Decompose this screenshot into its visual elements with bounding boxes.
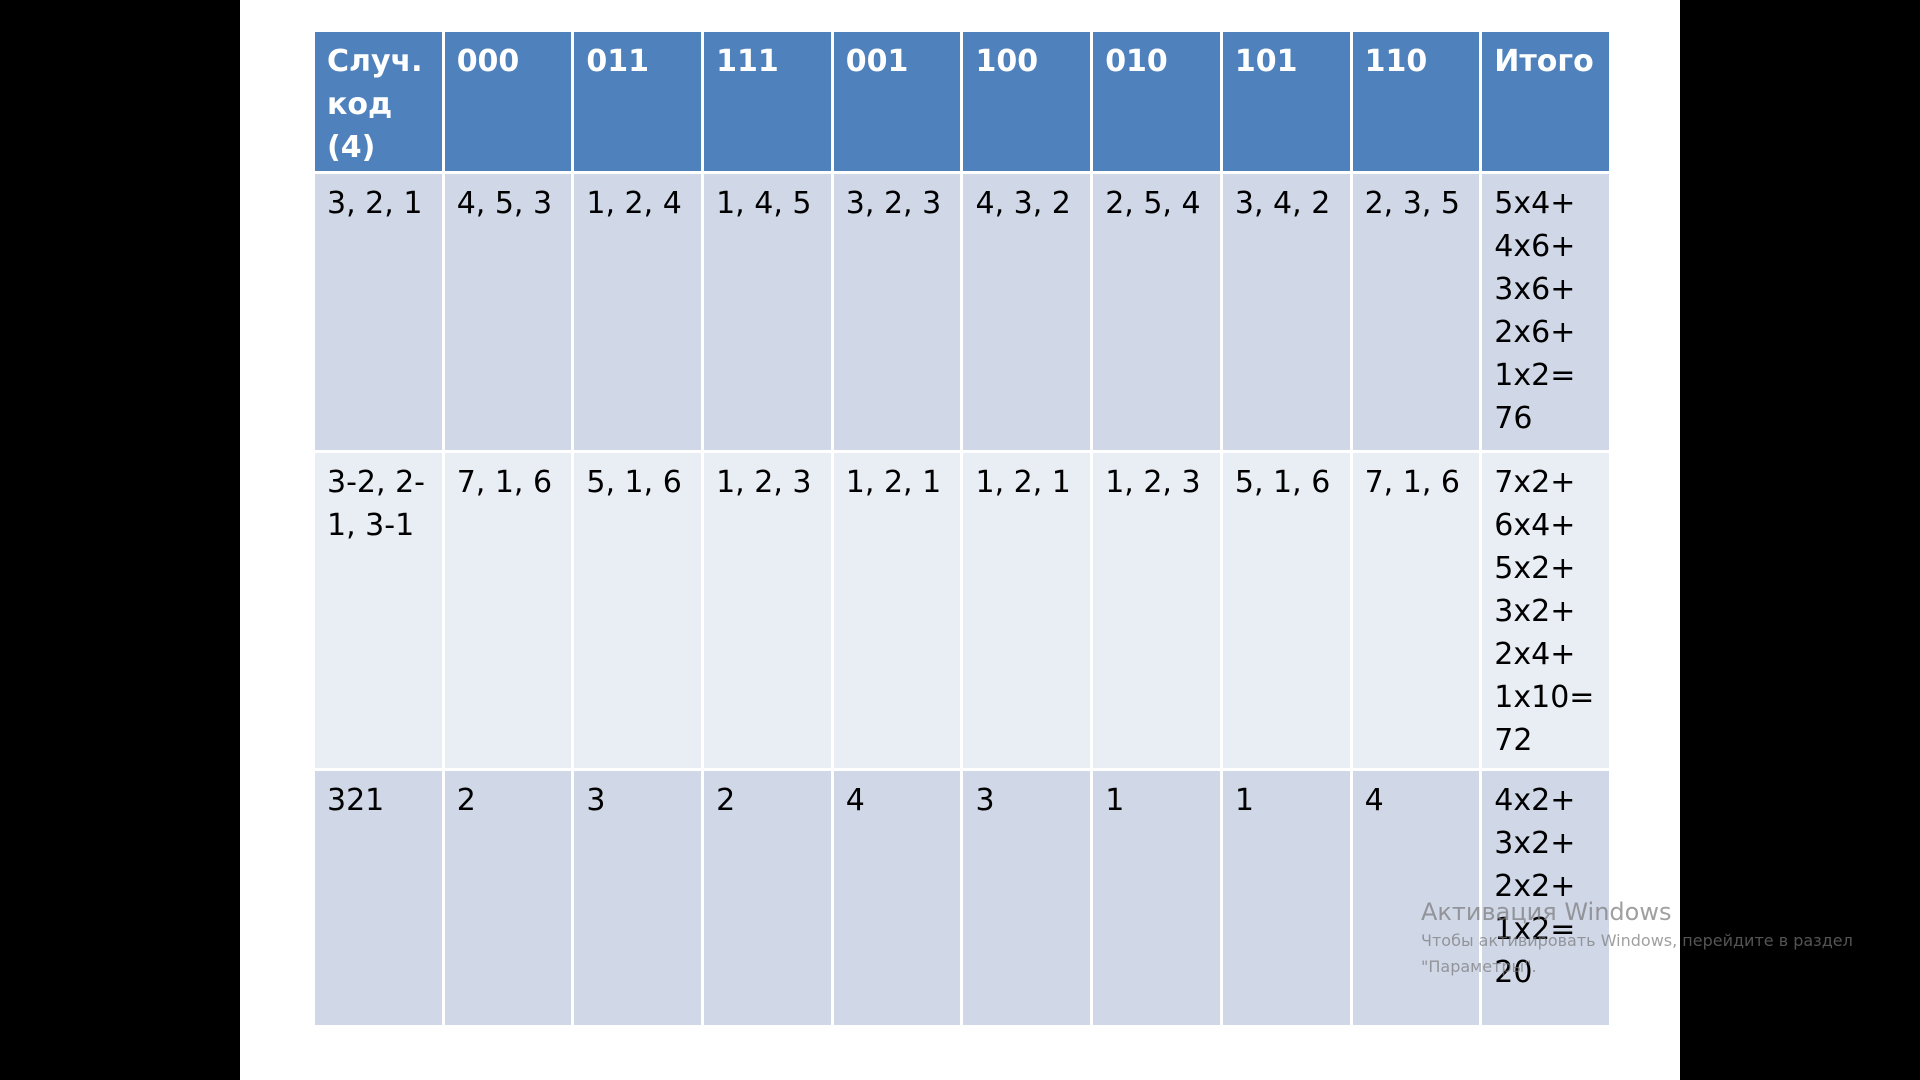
- header-cell: Случ. код (4): [315, 32, 442, 171]
- table-cell: 1, 2, 1: [963, 453, 1091, 768]
- table: Случ. код (4) 000 011 111 001 100 010 101 110 Ито…: [315, 32, 1609, 1025]
- table-cell: 1, 4, 5: [704, 174, 831, 450]
- table-cell: 7, 1, 6: [1352, 453, 1480, 768]
- table-cell: 2: [704, 771, 831, 1025]
- header-cell: 001: [833, 32, 961, 171]
- table-cell: 2: [444, 771, 572, 1025]
- header-cell: 010: [1093, 32, 1220, 171]
- table-cell: 3, 2, 1: [315, 174, 442, 450]
- table-cell: 321: [315, 771, 442, 1025]
- table-cell: 7x2+ 6x4+ 5x2+ 3x2+ 2x4+ 1x10= 72: [1482, 453, 1609, 768]
- header-cell: 111: [704, 32, 831, 171]
- table-cell: 3: [963, 771, 1091, 1025]
- header-cell: Итого: [1482, 32, 1609, 171]
- table-cell: 4: [1352, 771, 1480, 1025]
- table-cell: 1, 2, 3: [704, 453, 831, 768]
- table-cell: 4, 3, 2: [963, 174, 1091, 450]
- table-cell: 1: [1093, 771, 1220, 1025]
- header-cell: 000: [444, 32, 572, 171]
- header-cell: 101: [1222, 32, 1350, 171]
- table-cell: 3, 2, 3: [833, 174, 961, 450]
- table-cell: 1, 2, 1: [833, 453, 961, 768]
- table-cell: 1: [1222, 771, 1350, 1025]
- table-cell: 5x4+ 4x6+ 3x6+ 2x6+ 1x2= 76: [1482, 174, 1609, 450]
- table-cell: 5, 1, 6: [574, 453, 702, 768]
- table-cell: 1, 2, 3: [1093, 453, 1220, 768]
- table-cell: 4, 5, 3: [444, 174, 572, 450]
- table-cell: 5, 1, 6: [1222, 453, 1350, 768]
- table-cell: 4: [833, 771, 961, 1025]
- table-cell: 2, 5, 4: [1093, 174, 1220, 450]
- table-cell: 4x2+ 3x2+ 2x2+ 1x2= 20: [1482, 771, 1609, 1025]
- table-cell: 2, 3, 5: [1352, 174, 1480, 450]
- table-cell: 3-2, 2- 1, 3-1: [315, 453, 442, 768]
- header-cell: 100: [963, 32, 1091, 171]
- header-cell: 011: [574, 32, 702, 171]
- header-cell: 110: [1352, 32, 1480, 171]
- table-cell: 3: [574, 771, 702, 1025]
- table-cell: 7, 1, 6: [444, 453, 572, 768]
- table-cell: 3, 4, 2: [1222, 174, 1350, 450]
- table-cell: 1, 2, 4: [574, 174, 702, 450]
